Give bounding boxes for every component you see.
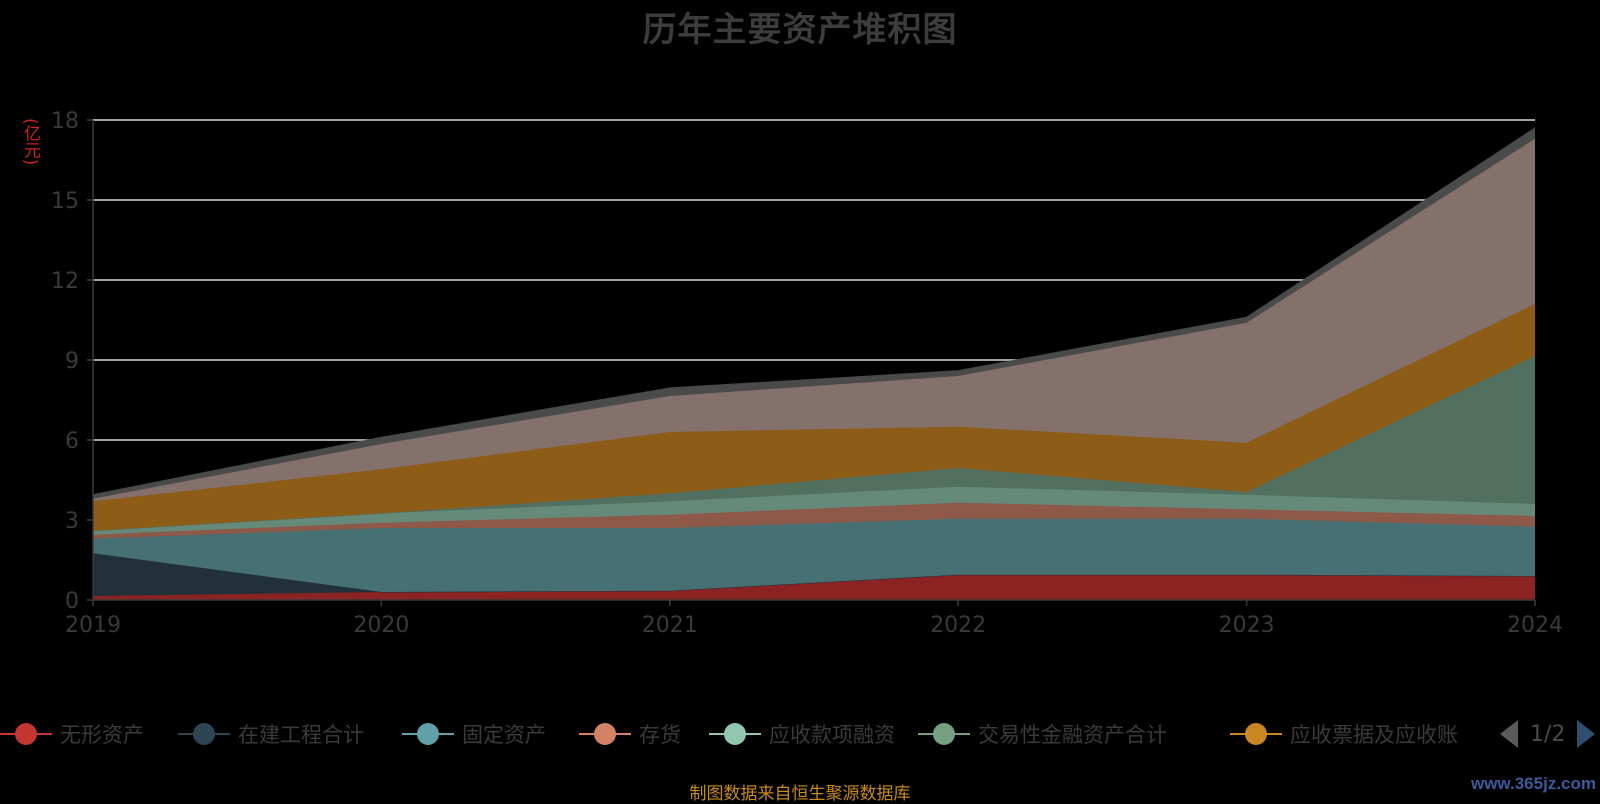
area-series-0 bbox=[93, 574, 1535, 600]
y-tick-label-3: 9 bbox=[65, 349, 79, 374]
legend-item-0[interactable]: 无形资产 bbox=[0, 716, 144, 752]
legend-item-5[interactable]: 交易性金融资产合计 bbox=[918, 716, 1167, 752]
legend-label: 在建工程合计 bbox=[238, 723, 364, 747]
legend-marker-icon bbox=[709, 716, 761, 752]
x-tick-label-2: 2021 bbox=[642, 613, 698, 638]
y-tick-label-4: 12 bbox=[51, 269, 79, 294]
x-tick-label-4: 2023 bbox=[1219, 613, 1275, 638]
area-series-2 bbox=[93, 518, 1535, 592]
y-tick-label-6: 18 bbox=[51, 109, 79, 134]
legend-marker-icon bbox=[918, 716, 970, 752]
legend-marker-icon bbox=[1230, 716, 1282, 752]
y-tick-label-0: 0 bbox=[65, 589, 79, 614]
legend-next-page-icon[interactable] bbox=[1577, 720, 1596, 748]
y-tick-label-1: 3 bbox=[65, 509, 79, 534]
legend-label: 应收票据及应收账 bbox=[1290, 723, 1458, 747]
area-series-5 bbox=[93, 356, 1535, 531]
y-axis-unit-label: (亿元) bbox=[20, 118, 40, 166]
legend-label: 交易性金融资产合计 bbox=[978, 723, 1167, 747]
legend-item-6[interactable]: 应收票据及应收账 bbox=[1230, 716, 1458, 752]
y-tick-label-5: 15 bbox=[51, 189, 79, 214]
x-tick-label-5: 2024 bbox=[1507, 613, 1563, 638]
x-tick-label-1: 2020 bbox=[353, 613, 409, 638]
area-series-3 bbox=[93, 502, 1535, 539]
legend-label: 应收款项融资 bbox=[769, 723, 895, 747]
area-series-4 bbox=[93, 486, 1535, 535]
legend-item-4[interactable]: 应收款项融资 bbox=[709, 716, 895, 752]
chart-title: 历年主要资产堆积图 bbox=[642, 10, 958, 50]
area-series-1 bbox=[93, 553, 1535, 596]
area-layer bbox=[92, 127, 1536, 600]
legend-label: 无形资产 bbox=[60, 723, 144, 747]
legend-item-3[interactable]: 存货 bbox=[579, 716, 681, 752]
area-series-edge-8 bbox=[92, 127, 1536, 496]
legend: 无形资产 在建工程合计 固定资产 存货 应收款项融资 交易性金融资产合计 应收票据及应收账 bbox=[0, 716, 1600, 752]
axis-layer: 0 3 6 9 12 15 18 2019 2020 2021 2022 2023 2024 bbox=[51, 109, 1563, 638]
legend-marker-icon bbox=[178, 716, 230, 752]
x-tick-label-0: 2019 bbox=[65, 613, 121, 638]
legend-prev-page-icon[interactable] bbox=[1500, 720, 1518, 748]
y-tick-label-2: 6 bbox=[65, 429, 79, 454]
data-source-note: 制图数据来自恒生聚源数据库 bbox=[689, 784, 911, 804]
area-series-6 bbox=[93, 304, 1535, 531]
legend-label: 固定资产 bbox=[462, 723, 546, 747]
legend-marker-icon bbox=[0, 716, 52, 752]
legend-marker-icon bbox=[402, 716, 454, 752]
x-tick-label-3: 2022 bbox=[930, 613, 986, 638]
area-series-7 bbox=[93, 138, 1535, 502]
legend-pager: 1/2 bbox=[1500, 716, 1596, 752]
legend-item-2[interactable]: 固定资产 bbox=[402, 716, 546, 752]
legend-item-1[interactable]: 在建工程合计 bbox=[178, 716, 364, 752]
legend-page-indicator: 1/2 bbox=[1530, 721, 1566, 747]
legend-label: 存货 bbox=[639, 723, 681, 747]
watermark: www.365jz.com bbox=[1470, 774, 1596, 793]
legend-marker-icon bbox=[579, 716, 631, 752]
